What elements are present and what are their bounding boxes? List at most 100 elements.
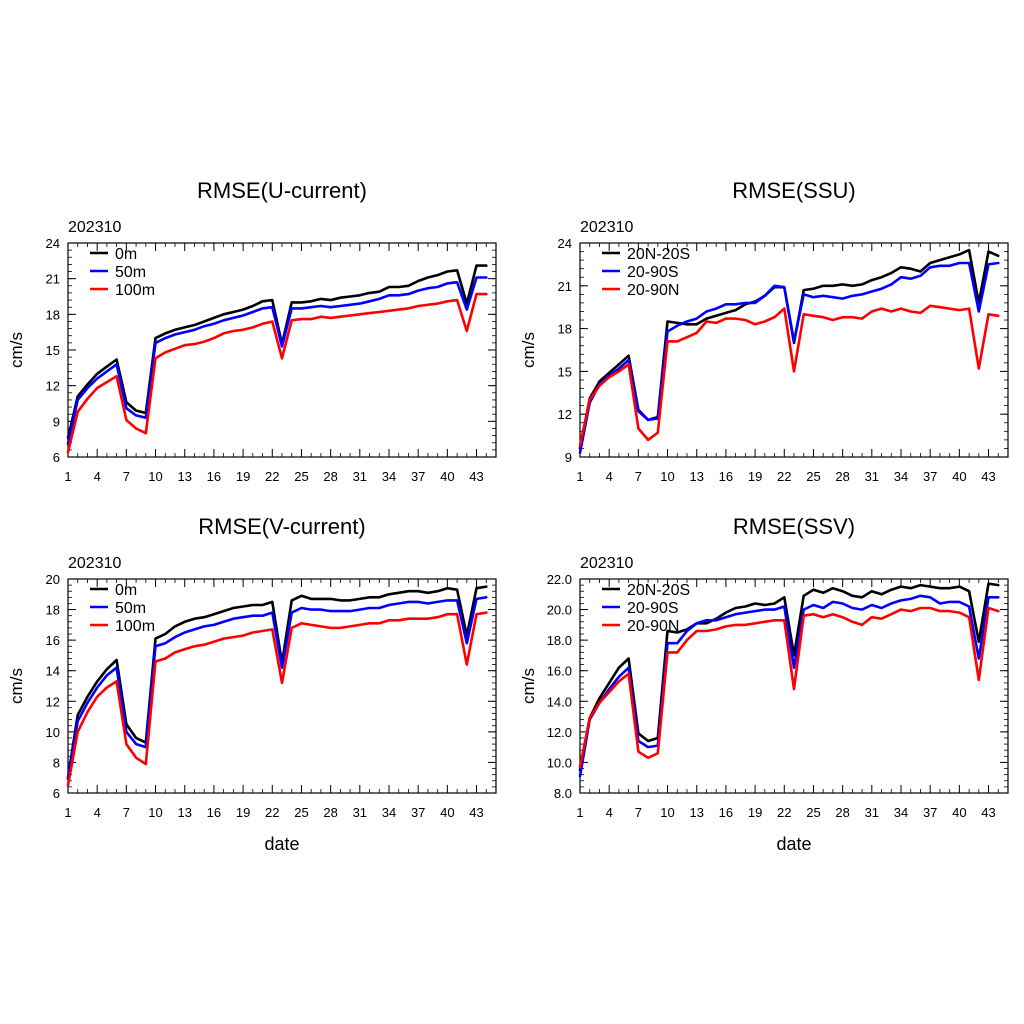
x-tick-label: 10 xyxy=(660,469,674,484)
x-tick-label: 34 xyxy=(382,469,396,484)
y-axis-label: cm/s xyxy=(7,668,26,704)
x-tick-label: 25 xyxy=(294,469,308,484)
legend-label: 100m xyxy=(115,282,155,299)
x-tick-label: 7 xyxy=(123,805,130,820)
chart-panel-4: RMSE(SSV) 202310 8.0 10.0 12.0 14.0 16.0 18.0 20… xyxy=(519,514,1009,854)
x-tick-label: 25 xyxy=(806,805,820,820)
x-tick-label: 19 xyxy=(748,469,762,484)
chart-panel-2: RMSE(SSU) 202310 9 12 15 18 21 24 1 4 7 10 13 16 19 22 2… xyxy=(519,178,1009,484)
x-tick-label: 13 xyxy=(177,805,191,820)
legend-label: 20-90N xyxy=(627,618,679,635)
y-tick-label: 16.0 xyxy=(547,664,572,679)
x-tick-label: 40 xyxy=(440,805,454,820)
x-tick-label: 28 xyxy=(835,805,849,820)
x-tick-label: 25 xyxy=(806,469,820,484)
x-tick-label: 4 xyxy=(94,469,101,484)
x-tick-label: 19 xyxy=(236,469,250,484)
x-tick-label: 19 xyxy=(236,805,250,820)
y-tick-label: 21 xyxy=(46,272,60,287)
legend-label: 20N-20S xyxy=(627,246,690,263)
x-tick-label: 43 xyxy=(981,805,995,820)
x-tick-label: 10 xyxy=(660,805,674,820)
y-tick-label: 8.0 xyxy=(554,786,572,801)
x-tick-label: 4 xyxy=(606,805,613,820)
y-axis-label: cm/s xyxy=(519,332,538,368)
legend-label: 0m xyxy=(115,246,137,263)
y-tick-label: 12 xyxy=(558,407,572,422)
chart-subtitle: 202310 xyxy=(580,555,633,572)
x-tick-label: 1 xyxy=(64,469,71,484)
series-line-2 xyxy=(66,276,488,446)
y-tick-label: 18 xyxy=(558,322,572,337)
x-tick-label: 7 xyxy=(123,469,130,484)
x-tick-label: 34 xyxy=(894,469,908,484)
series-line-2 xyxy=(578,261,1000,455)
x-tick-label: 1 xyxy=(576,805,583,820)
chart-panel-1: RMSE(U-current) 202310 6 9 12 15 18 21 24 1 4 7 10 13… xyxy=(7,178,497,484)
y-tick-label: 18.0 xyxy=(547,633,572,648)
y-tick-label: 12.0 xyxy=(547,725,572,740)
x-tick-label: 28 xyxy=(835,469,849,484)
x-axis-label: date xyxy=(776,834,811,854)
x-tick-label: 1 xyxy=(576,469,583,484)
chart-title: RMSE(SSU) xyxy=(732,178,855,203)
y-tick-label: 10 xyxy=(46,725,60,740)
legend-label: 50m xyxy=(115,264,146,281)
x-tick-label: 43 xyxy=(981,469,995,484)
x-tick-label: 28 xyxy=(323,805,337,820)
y-tick-label: 15 xyxy=(46,343,60,358)
x-tick-label: 34 xyxy=(382,805,396,820)
legend-label: 0m xyxy=(115,582,137,599)
x-tick-label: 37 xyxy=(411,469,425,484)
legend-label: 20-90S xyxy=(627,600,679,617)
legend-label: 20N-20S xyxy=(627,582,690,599)
series-line-3 xyxy=(578,606,1000,769)
y-tick-label: 9 xyxy=(565,450,572,465)
x-tick-label: 31 xyxy=(865,469,879,484)
x-tick-label: 7 xyxy=(635,805,642,820)
x-tick-label: 28 xyxy=(323,469,337,484)
y-axis-label: cm/s xyxy=(519,668,538,704)
y-tick-label: 22.0 xyxy=(547,572,572,587)
x-tick-label: 34 xyxy=(894,805,908,820)
x-tick-label: 10 xyxy=(148,469,162,484)
x-tick-label: 19 xyxy=(748,805,762,820)
x-tick-label: 1 xyxy=(64,805,71,820)
x-tick-label: 43 xyxy=(469,805,483,820)
x-tick-label: 31 xyxy=(865,805,879,820)
x-tick-label: 31 xyxy=(353,469,367,484)
y-axis-label: cm/s xyxy=(7,332,26,368)
y-tick-label: 20 xyxy=(46,572,60,587)
x-tick-label: 22 xyxy=(265,805,279,820)
x-tick-label: 25 xyxy=(294,805,308,820)
x-tick-label: 31 xyxy=(353,805,367,820)
y-tick-label: 9 xyxy=(53,414,60,429)
legend-label: 20-90N xyxy=(627,282,679,299)
y-tick-label: 12 xyxy=(46,379,60,394)
chart-title: RMSE(SSV) xyxy=(733,514,855,539)
chart-subtitle: 202310 xyxy=(68,555,121,572)
legend-label: 20-90S xyxy=(627,264,679,281)
y-tick-label: 6 xyxy=(53,786,60,801)
x-tick-label: 22 xyxy=(777,805,791,820)
series-line-3 xyxy=(578,304,1000,447)
x-tick-label: 16 xyxy=(207,469,221,484)
series-line-3 xyxy=(66,292,488,454)
x-tick-label: 40 xyxy=(952,469,966,484)
x-tick-label: 22 xyxy=(777,469,791,484)
x-tick-label: 37 xyxy=(923,805,937,820)
y-tick-label: 24 xyxy=(46,236,60,251)
legend-label: 50m xyxy=(115,600,146,617)
y-tick-label: 16 xyxy=(46,633,60,648)
x-tick-label: 16 xyxy=(719,469,733,484)
y-tick-label: 20.0 xyxy=(547,603,572,618)
y-tick-label: 15 xyxy=(558,364,572,379)
series-line-1 xyxy=(66,585,488,780)
y-tick-label: 14 xyxy=(46,664,60,679)
x-tick-label: 40 xyxy=(952,805,966,820)
y-tick-label: 6 xyxy=(53,450,60,465)
x-tick-label: 43 xyxy=(469,469,483,484)
x-tick-label: 13 xyxy=(177,469,191,484)
